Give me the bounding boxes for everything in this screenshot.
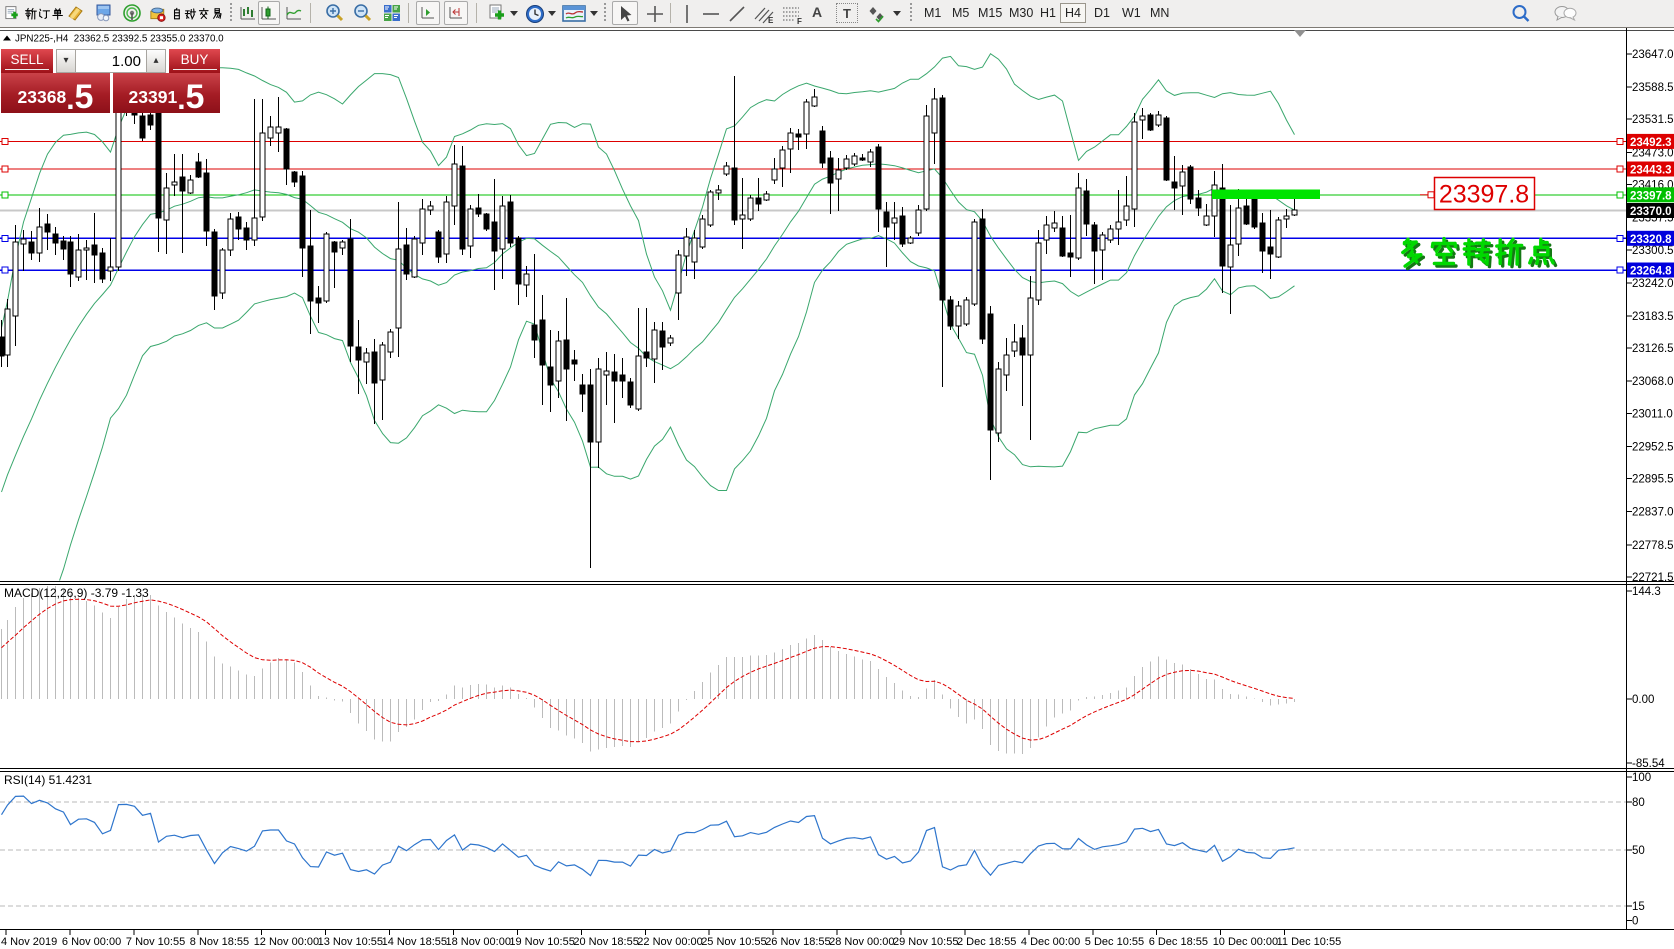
- svg-text:23370.0: 23370.0: [1630, 206, 1672, 218]
- svg-text:5 Dec 10:55: 5 Dec 10:55: [1085, 936, 1144, 948]
- svg-text:-85.54: -85.54: [1632, 758, 1665, 770]
- svg-text:11 Dec 10:55: 11 Dec 10:55: [1277, 936, 1342, 948]
- svg-text:18 Nov 00:00: 18 Nov 00:00: [446, 936, 511, 948]
- svg-text:80: 80: [1632, 797, 1645, 809]
- svg-text:144.3: 144.3: [1632, 586, 1661, 598]
- svg-text:15: 15: [1632, 901, 1645, 913]
- svg-text:MACD(12,26,9) -3.79 -1.33: MACD(12,26,9) -3.79 -1.33: [4, 586, 149, 600]
- svg-text:RSI(14) 51.4231: RSI(14) 51.4231: [4, 773, 92, 787]
- svg-text:23397.8: 23397.8: [1439, 181, 1529, 209]
- svg-text:22952.5: 22952.5: [1632, 441, 1674, 453]
- svg-text:23397.8: 23397.8: [1630, 190, 1672, 202]
- svg-text:50: 50: [1632, 845, 1645, 857]
- svg-text:8 Nov 18:55: 8 Nov 18:55: [190, 936, 249, 948]
- svg-text:23183.5: 23183.5: [1632, 311, 1674, 323]
- svg-text:JPN225-,H4 23362.5 23392.5 23: JPN225-,H4 23362.5 23392.5 23355.0 23370…: [15, 34, 224, 45]
- svg-text:23492.3: 23492.3: [1630, 137, 1672, 149]
- svg-text:100: 100: [1632, 772, 1651, 784]
- svg-text:23126.5: 23126.5: [1632, 343, 1674, 355]
- svg-text:10 Dec 00:00: 10 Dec 00:00: [1213, 936, 1278, 948]
- svg-text:23068.0: 23068.0: [1632, 376, 1674, 388]
- svg-text:22778.5: 22778.5: [1632, 540, 1674, 552]
- svg-text:28 Nov 00:00: 28 Nov 00:00: [829, 936, 894, 948]
- svg-text:22721.5: 22721.5: [1632, 572, 1674, 584]
- svg-text:23011.0: 23011.0: [1632, 408, 1673, 420]
- svg-text:6 Dec 18:55: 6 Dec 18:55: [1149, 936, 1208, 948]
- svg-text:23300.5: 23300.5: [1632, 245, 1674, 257]
- svg-text:12 Nov 00:00: 12 Nov 00:00: [254, 936, 319, 948]
- svg-text:14 Nov 18:55: 14 Nov 18:55: [382, 936, 447, 948]
- svg-text:F: F: [797, 17, 802, 25]
- svg-text:23264.8: 23264.8: [1630, 266, 1672, 278]
- svg-text:2 Dec 18:55: 2 Dec 18:55: [957, 936, 1016, 948]
- svg-text:4 Nov 2019: 4 Nov 2019: [1, 936, 57, 948]
- svg-text:22837.0: 22837.0: [1632, 507, 1674, 519]
- svg-text:23320.8: 23320.8: [1630, 234, 1672, 246]
- svg-text:29 Nov 10:55: 29 Nov 10:55: [893, 936, 958, 948]
- svg-text:0.00: 0.00: [1632, 694, 1654, 706]
- svg-text:26 Nov 18:55: 26 Nov 18:55: [765, 936, 830, 948]
- svg-text:13 Nov 10:55: 13 Nov 10:55: [318, 936, 383, 948]
- svg-text:19 Nov 10:55: 19 Nov 10:55: [509, 936, 574, 948]
- svg-text:0: 0: [1632, 916, 1638, 928]
- svg-text:20 Nov 18:55: 20 Nov 18:55: [573, 936, 638, 948]
- svg-text:23588.5: 23588.5: [1632, 82, 1674, 94]
- svg-text:E: E: [768, 16, 774, 25]
- svg-text:7 Nov 10:55: 7 Nov 10:55: [126, 936, 185, 948]
- svg-text:6 Nov 00:00: 6 Nov 00:00: [62, 936, 121, 948]
- svg-text:23647.0: 23647.0: [1632, 49, 1674, 61]
- svg-text:23473.0: 23473.0: [1632, 147, 1674, 159]
- svg-text:22 Nov 00:00: 22 Nov 00:00: [637, 936, 702, 948]
- svg-text:23242.0: 23242.0: [1632, 278, 1674, 290]
- svg-text:23443.3: 23443.3: [1630, 165, 1672, 177]
- svg-text:25 Nov 10:55: 25 Nov 10:55: [701, 936, 766, 948]
- svg-text:4 Dec 00:00: 4 Dec 00:00: [1021, 936, 1080, 948]
- svg-text:22895.5: 22895.5: [1632, 474, 1674, 486]
- svg-text:23531.5: 23531.5: [1632, 114, 1674, 126]
